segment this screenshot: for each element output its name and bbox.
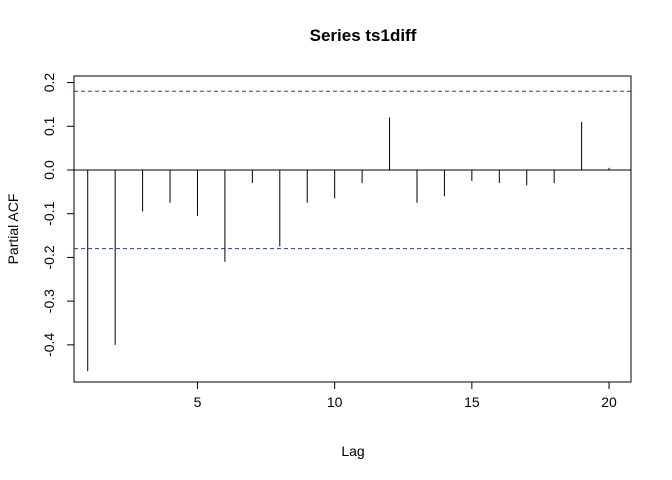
x-axis-label: Lag <box>341 443 364 459</box>
confidence-bounds <box>74 90 631 250</box>
y-tick-label: -0.2 <box>41 245 57 269</box>
y-axis: -0.4 -0.3 -0.2 -0.1 0.0 0.1 0.2 <box>41 73 75 357</box>
y-tick-label: 0.0 <box>41 160 57 180</box>
y-tick-label: -0.4 <box>41 333 57 357</box>
y-tick-label: 0.2 <box>41 73 57 93</box>
y-tick-label: -0.3 <box>41 289 57 313</box>
y-tick-label: -0.1 <box>41 201 57 225</box>
y-tick-label: 0.1 <box>41 116 57 136</box>
x-tick-label: 15 <box>464 394 480 410</box>
x-tick-label: 10 <box>327 394 343 410</box>
pacf-bars <box>87 117 610 372</box>
y-axis-label: Partial ACF <box>5 194 21 265</box>
x-axis: 5 10 15 20 <box>194 381 617 410</box>
x-tick-label: 20 <box>601 394 617 410</box>
plot-frame <box>73 75 632 383</box>
x-tick-label: 5 <box>194 394 202 410</box>
chart-title: Series ts1diff <box>310 26 417 45</box>
